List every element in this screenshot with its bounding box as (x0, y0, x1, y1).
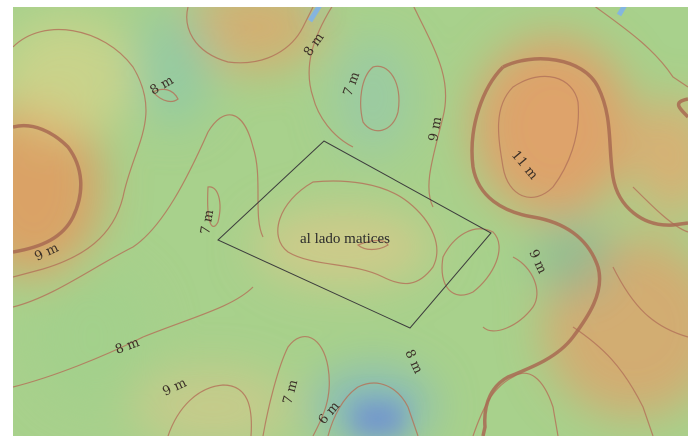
index-contours (13, 57, 688, 436)
parcel-outline[interactable] (217, 140, 492, 329)
topographic-map[interactable]: al lado matices 8 m 8 m 7 m 9 m 11 m 7 m… (13, 7, 688, 436)
contour-label: 9 m (426, 116, 445, 143)
contour-label: 7 m (280, 378, 301, 406)
elevation-shading (13, 7, 688, 436)
contour-lines (13, 7, 688, 436)
water-lines (307, 7, 627, 23)
contour-label: 7 m (198, 209, 217, 236)
map-canvas[interactable]: al lado matices 8 m 8 m 7 m 9 m 11 m 7 m… (13, 7, 688, 436)
area-label: al lado matices (300, 231, 390, 247)
